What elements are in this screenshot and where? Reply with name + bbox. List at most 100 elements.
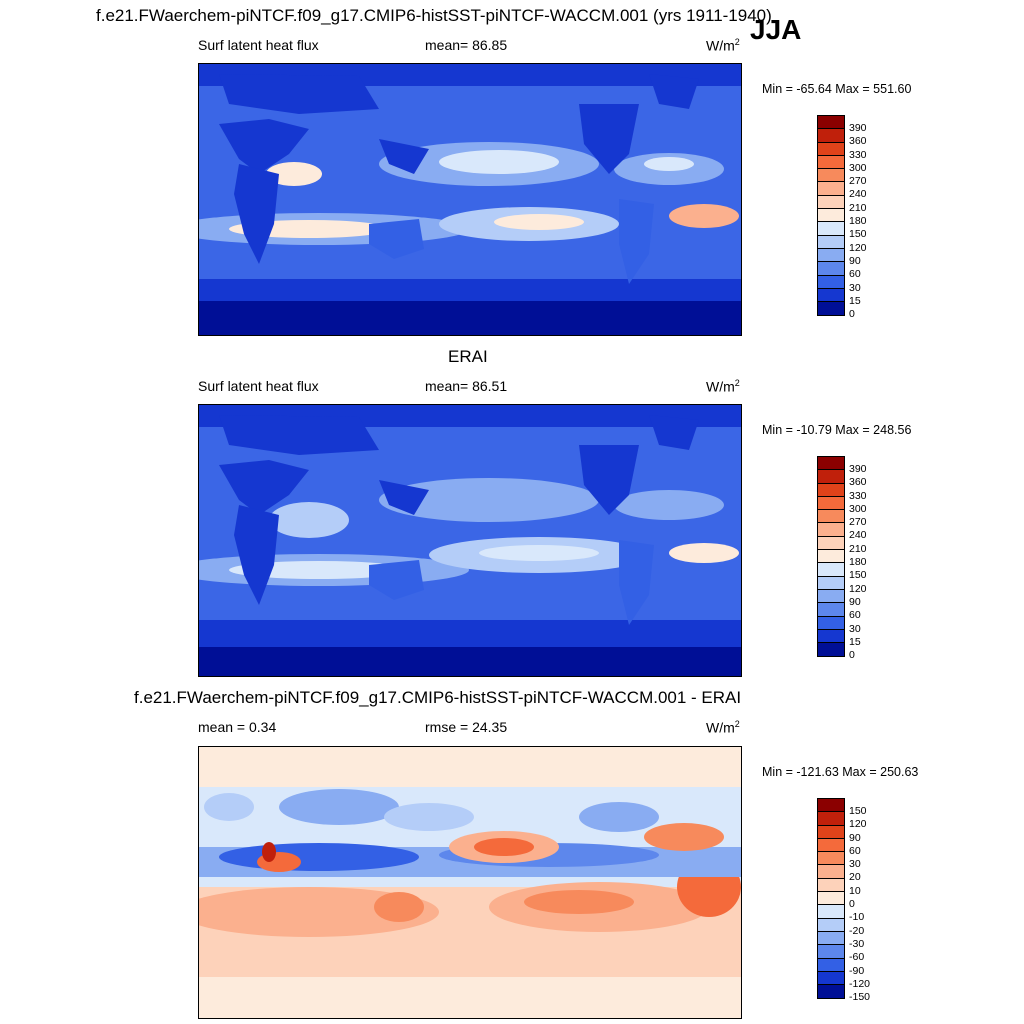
colorbar-swatch bbox=[818, 931, 844, 946]
panel2-variable: Surf latent heat flux bbox=[198, 378, 319, 394]
colorbar-tick-label: -10 bbox=[849, 911, 865, 924]
colorbar-swatch bbox=[818, 918, 844, 932]
colorbar-swatch bbox=[818, 945, 844, 959]
colorbar-tick-label: 150 bbox=[849, 569, 867, 582]
panel2-minmax: Min = -10.79 Max = 248.56 bbox=[762, 423, 912, 437]
colorbar-tick-label: 390 bbox=[849, 463, 867, 475]
colorbar-swatch bbox=[818, 971, 844, 986]
colorbar-swatch bbox=[818, 262, 844, 276]
colorbar-tick-label: 30 bbox=[849, 622, 861, 635]
colorbar-swatch bbox=[818, 457, 844, 471]
colorbar-swatch bbox=[818, 169, 844, 183]
colorbar-swatch bbox=[818, 838, 844, 853]
panel3-colorbar bbox=[817, 798, 845, 1000]
colorbar-swatch bbox=[818, 616, 844, 630]
main-title: f.e21.FWaerchem-piNTCF.f09_g17.CMIP6-his… bbox=[96, 6, 772, 25]
colorbar-tick-label: 330 bbox=[849, 489, 867, 502]
panel3-colorbar-labels: 150 120 90 60 30 20 10 0 -10 -20 -30 -60 -90 -120 -150 bbox=[849, 805, 870, 1004]
panel1-units: W/m2 bbox=[706, 37, 740, 54]
colorbar-tick-label: 90 bbox=[849, 595, 861, 608]
colorbar-tick-label: 120 bbox=[849, 818, 867, 831]
colorbar-tick-label: 15 bbox=[849, 294, 861, 307]
colorbar-tick-label: 15 bbox=[849, 635, 861, 648]
colorbar-swatch bbox=[818, 209, 844, 223]
panel3-map bbox=[198, 746, 742, 1019]
colorbar-tick-label: 90 bbox=[849, 831, 861, 844]
colorbar-swatch bbox=[818, 576, 844, 590]
panel1-variable: Surf latent heat flux bbox=[198, 37, 319, 53]
colorbar-tick-label: 120 bbox=[849, 582, 867, 595]
colorbar-swatch bbox=[818, 550, 844, 564]
colorbar-swatch bbox=[818, 536, 844, 551]
colorbar-tick-label: 240 bbox=[849, 188, 867, 201]
panel2-units: W/m2 bbox=[706, 378, 740, 395]
panel2-map bbox=[198, 404, 742, 677]
colorbar-swatch bbox=[818, 643, 844, 657]
colorbar-tick-label: 60 bbox=[849, 844, 861, 857]
colorbar-swatch bbox=[818, 825, 844, 839]
panel1-minmax: Min = -65.64 Max = 551.60 bbox=[762, 82, 912, 96]
colorbar-tick-label: 390 bbox=[849, 122, 867, 134]
colorbar-swatch bbox=[818, 852, 844, 866]
colorbar-tick-label: -150 bbox=[849, 991, 871, 1004]
colorbar-tick-label: 10 bbox=[849, 884, 861, 897]
colorbar-tick-label: 0 bbox=[849, 308, 855, 321]
colorbar-swatch bbox=[818, 470, 844, 484]
colorbar-swatch bbox=[818, 563, 844, 577]
colorbar-tick-label: 90 bbox=[849, 254, 861, 267]
colorbar-swatch bbox=[818, 905, 844, 919]
panel3-mean: mean = 0.34 bbox=[198, 719, 277, 735]
colorbar-swatch bbox=[818, 865, 844, 879]
colorbar-swatch bbox=[818, 129, 844, 143]
colorbar-swatch bbox=[818, 142, 844, 156]
colorbar-swatch bbox=[818, 275, 844, 289]
colorbar-tick-label: 210 bbox=[849, 201, 867, 214]
colorbar-tick-label: -20 bbox=[849, 924, 865, 937]
panel3-units: W/m2 bbox=[706, 719, 740, 736]
colorbar-swatch bbox=[818, 985, 844, 999]
colorbar-tick-label: 150 bbox=[849, 228, 867, 241]
colorbar-tick-label: 360 bbox=[849, 476, 867, 489]
colorbar-swatch bbox=[818, 496, 844, 511]
panel2-colorbar bbox=[817, 456, 845, 658]
colorbar-tick-label: 330 bbox=[849, 148, 867, 161]
colorbar-tick-label: 180 bbox=[849, 215, 867, 228]
colorbar-swatch bbox=[818, 116, 844, 130]
colorbar-swatch bbox=[818, 799, 844, 813]
panel1-map bbox=[198, 63, 742, 336]
colorbar-swatch bbox=[818, 222, 844, 236]
colorbar-tick-label: 270 bbox=[849, 175, 867, 188]
colorbar-swatch bbox=[818, 182, 844, 196]
colorbar-swatch bbox=[818, 510, 844, 524]
colorbar-swatch bbox=[818, 603, 844, 617]
colorbar-swatch bbox=[818, 523, 844, 537]
colorbar-tick-label: 30 bbox=[849, 858, 861, 871]
colorbar-tick-label: 20 bbox=[849, 871, 861, 884]
colorbar-tick-label: 210 bbox=[849, 542, 867, 555]
panel1-colorbar-labels: 390 360 330 300 270 240 210 180 150 120 90 60 30 15 0 bbox=[849, 122, 867, 321]
colorbar-tick-label: -60 bbox=[849, 951, 865, 964]
colorbar-tick-label: 60 bbox=[849, 609, 861, 622]
panel1-mean: mean= 86.85 bbox=[425, 37, 508, 53]
panel2-colorbar-labels: 390 360 330 300 270 240 210 180 150 120 90 60 30 15 0 bbox=[849, 463, 867, 662]
panel2-mean: mean= 86.51 bbox=[425, 378, 508, 394]
panel3-minmax: Min = -121.63 Max = 250.63 bbox=[762, 765, 919, 779]
colorbar-tick-label: 300 bbox=[849, 161, 867, 174]
colorbar-tick-label: 120 bbox=[849, 241, 867, 254]
panel3-rmse: rmse = 24.35 bbox=[425, 719, 508, 735]
colorbar-tick-label: 300 bbox=[849, 502, 867, 515]
colorbar-swatch bbox=[818, 629, 844, 644]
colorbar-tick-label: 30 bbox=[849, 281, 861, 294]
colorbar-swatch bbox=[818, 892, 844, 906]
colorbar-tick-label: 0 bbox=[849, 898, 855, 911]
colorbar-swatch bbox=[818, 812, 844, 826]
colorbar-tick-label: 60 bbox=[849, 268, 861, 281]
panel3-title: f.e21.FWaerchem-piNTCF.f09_g17.CMIP6-his… bbox=[134, 688, 742, 707]
colorbar-swatch bbox=[818, 235, 844, 249]
colorbar-tick-label: 150 bbox=[849, 805, 867, 817]
colorbar-swatch bbox=[818, 155, 844, 170]
panel2-title: ERAI bbox=[448, 347, 488, 366]
colorbar-tick-label: -120 bbox=[849, 977, 871, 990]
colorbar-tick-label: 0 bbox=[849, 649, 855, 662]
colorbar-swatch bbox=[818, 958, 844, 972]
